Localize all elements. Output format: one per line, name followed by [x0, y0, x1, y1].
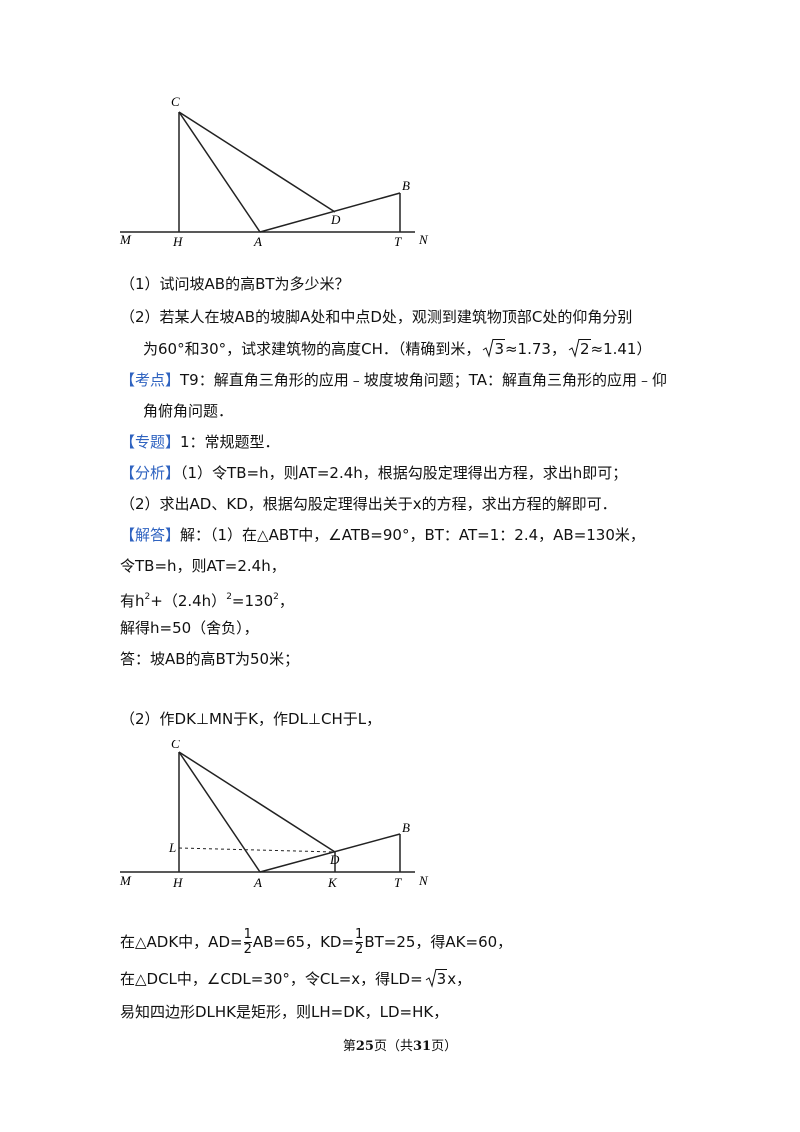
- text: 3: [493, 339, 505, 358]
- text: ≈1.41）: [590, 340, 652, 358]
- sqrt: 3: [482, 338, 505, 359]
- text: AB=65，KD=: [252, 933, 355, 951]
- label: A: [253, 875, 262, 890]
- page-total: 31: [413, 1039, 432, 1054]
- label: H: [172, 875, 183, 890]
- text-line: 有h2+（2.4h）2=1302，: [120, 587, 294, 611]
- label: H: [172, 234, 183, 249]
- sqrt: 3: [425, 968, 448, 989]
- text-line: 易知四边形DLHK是矩形，则LH=DK，LD=HK，: [120, 1003, 449, 1021]
- text: 2: [578, 339, 591, 358]
- label: B: [402, 178, 410, 193]
- label: C: [171, 94, 180, 109]
- text-line: 在△DCL中，∠CDL=30°，令CL=x，得LD= 3x，: [120, 968, 472, 989]
- text: T9：解直角三角形的应用﹣坡度坡角问题；TA：解直角三角形的应用﹣仰: [180, 371, 667, 389]
- text: 为60°和30°，试求建筑物的高度CH．（精确到米，: [143, 340, 481, 358]
- tag: 【分析】: [120, 464, 181, 482]
- text-line: 【解答】解：（1）在△ABT中，∠ATB=90°，BT：AT=1：2.4，AB=…: [120, 525, 645, 545]
- text: BT=25，得AK=60，: [364, 933, 513, 951]
- sqrt: 2: [568, 338, 591, 359]
- footer: 第25页（共31页）: [0, 1035, 800, 1054]
- numerator: 1: [243, 927, 252, 943]
- label: B: [402, 820, 410, 835]
- denominator: 2: [355, 942, 364, 957]
- text: 在△DCL中，∠CDL=30°，令CL=x，得LD=: [120, 970, 423, 988]
- text: 有h: [120, 592, 145, 610]
- denominator: 2: [243, 942, 252, 957]
- text-line: 解得h=50（舍负），: [120, 619, 259, 637]
- label: A: [253, 234, 262, 249]
- text-line: （2）作DK⊥MN于K，作DL⊥CH于L，: [120, 710, 382, 728]
- text: 在△ADK中，AD=: [120, 933, 243, 951]
- label: T: [394, 234, 402, 249]
- text-line: 【专题】1：常规题型．: [120, 432, 280, 452]
- label: C: [171, 740, 180, 751]
- superscript: 2: [273, 592, 279, 602]
- text: 页（共: [373, 1039, 413, 1054]
- text: 3: [435, 969, 448, 988]
- superscript: 2: [144, 592, 151, 602]
- tag: 【解答】: [120, 526, 181, 544]
- text: ≈1.73，: [504, 340, 566, 358]
- label: N: [418, 873, 429, 888]
- tag: 【专题】: [120, 433, 181, 451]
- tag: 【考点】: [120, 371, 181, 389]
- page-number: 25: [355, 1039, 374, 1054]
- text-line: 令TB=h，则AT=2.4h，: [120, 557, 286, 575]
- text: 解：（1）在△ABT中，∠ATB=90°，BT：AT=1：2.4，AB=130米…: [180, 526, 645, 544]
- label: K: [327, 875, 338, 890]
- label: D: [329, 852, 340, 867]
- text: 页）: [431, 1039, 458, 1054]
- text-line: 【考点】T9：解直角三角形的应用﹣坡度坡角问题；TA：解直角三角形的应用﹣仰: [120, 370, 667, 390]
- text: +（2.4h）: [150, 592, 227, 610]
- text-line: 角俯角问题．: [143, 402, 234, 420]
- text: 第: [342, 1039, 356, 1054]
- text: x，: [447, 970, 472, 988]
- text-line: 在△ADK中，AD= 1 2 AB=65，KD= 1 2 BT=25，得AK=60，: [120, 928, 512, 957]
- text-line: （2）若某人在坡AB的坡脚A处和中点D处，观测到建筑物顶部C处的仰角分别: [120, 308, 633, 326]
- superscript: 2: [226, 592, 232, 602]
- text: 1：常规题型．: [180, 433, 280, 451]
- label: M: [119, 873, 132, 888]
- text: （1）令TB=h，则AT=2.4h，根据勾股定理得出方程，求出h即可；: [180, 464, 628, 482]
- figure-2: C B L D M H A K T N: [119, 740, 429, 890]
- figure-1: C B D M H A T N: [119, 94, 429, 249]
- text-line: 【分析】（1）令TB=h，则AT=2.4h，根据勾股定理得出方程，求出h即可；: [120, 463, 627, 483]
- label: M: [119, 232, 132, 247]
- text-line: （2）求出AD、KD，根据勾股定理得出关于x的方程，求出方程的解即可．: [120, 495, 617, 513]
- text-line: 答：坡AB的高BT为50米；: [120, 650, 300, 668]
- text-line: （1）试问坡AB的高BT为多少米？: [120, 275, 350, 293]
- numerator: 1: [355, 927, 364, 943]
- text: ，: [278, 592, 294, 610]
- label: L: [168, 840, 176, 855]
- text-line: 为60°和30°，试求建筑物的高度CH．（精确到米， 3≈1.73， 2≈1.41）: [143, 338, 652, 359]
- label: N: [418, 232, 429, 247]
- label: T: [394, 875, 402, 890]
- text: =130: [231, 592, 274, 610]
- label: D: [330, 212, 341, 227]
